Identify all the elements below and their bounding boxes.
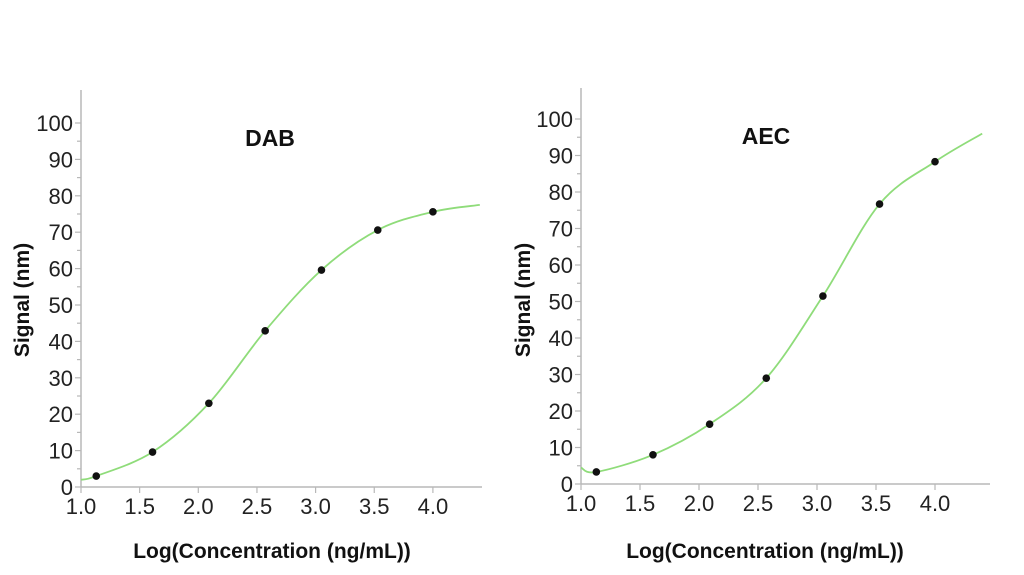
- data-point: [705, 420, 714, 428]
- x-tick-label: 2.5: [743, 491, 774, 516]
- data-point: [373, 226, 382, 234]
- fit-curve: [580, 132, 983, 474]
- x-tick-label: 1.0: [566, 491, 597, 516]
- y-tick-label: 30: [49, 366, 73, 391]
- y-tick-label: 100: [536, 107, 573, 132]
- y-tick-label: 50: [49, 293, 73, 318]
- x-tick-label: 4.0: [920, 491, 951, 516]
- y-tick-label: 20: [549, 399, 573, 424]
- x-tick-label: 2.0: [684, 491, 715, 516]
- data-point: [819, 292, 827, 300]
- dab-chart: DAB Log(Concentration (ng/mL)) Signal (n…: [11, 90, 482, 563]
- y-tick-label: 10: [549, 436, 573, 461]
- y-tick-label: 30: [549, 363, 573, 388]
- data-point: [649, 451, 657, 459]
- data-point: [317, 266, 326, 274]
- y-tick-label: 0: [61, 475, 73, 500]
- fit-curve: [80, 204, 480, 481]
- data-point: [205, 399, 213, 408]
- x-axis-label: Log(Concentration (ng/mL)): [133, 540, 411, 563]
- y-axis-label: Signal (nm): [11, 243, 34, 357]
- y-tick-label: 40: [549, 326, 573, 351]
- y-tick-label: 100: [36, 111, 73, 136]
- y-tick-label: 90: [549, 144, 573, 169]
- y-tick-label: 70: [49, 220, 73, 245]
- x-tick-label: 1.5: [625, 491, 656, 516]
- data-point: [875, 200, 884, 208]
- y-tick-label: 70: [549, 217, 573, 242]
- chart-title: DAB: [245, 125, 295, 151]
- y-tick-label: 40: [49, 329, 73, 354]
- data-point: [92, 472, 101, 480]
- x-tick-label: 2.0: [183, 494, 214, 519]
- y-tick-label: 80: [49, 184, 73, 209]
- y-tick-label: 60: [49, 257, 73, 282]
- y-tick-label: 90: [49, 147, 73, 172]
- chart-title: AEC: [742, 123, 791, 149]
- y-tick-label: 80: [549, 180, 573, 205]
- y-axis-label: Signal (nm): [512, 243, 535, 357]
- x-tick-label: 1.0: [66, 494, 97, 519]
- data-point: [931, 157, 939, 166]
- data-point: [429, 208, 437, 216]
- x-tick-label: 3.0: [802, 491, 833, 516]
- x-tick-label: 1.5: [124, 494, 155, 519]
- y-tick-label: 60: [549, 253, 573, 278]
- data-point: [148, 448, 157, 456]
- x-tick-label: 3.5: [359, 494, 390, 519]
- data-point: [261, 327, 269, 335]
- x-tick-label: 2.5: [242, 494, 273, 519]
- y-tick-label: 10: [49, 439, 73, 464]
- y-tick-label: 20: [49, 402, 73, 427]
- data-point: [592, 468, 601, 476]
- y-tick-label: 0: [561, 472, 573, 497]
- x-tick-label: 3.5: [861, 491, 892, 516]
- y-tick-label: 50: [549, 290, 573, 315]
- x-tick-label: 3.0: [300, 494, 331, 519]
- aec-chart: AEC Log(Concentration (ng/mL)) Signal (n…: [512, 88, 990, 563]
- x-axis-label: Log(Concentration (ng/mL)): [626, 540, 904, 563]
- data-point: [762, 374, 771, 382]
- x-tick-label: 4.0: [418, 494, 449, 519]
